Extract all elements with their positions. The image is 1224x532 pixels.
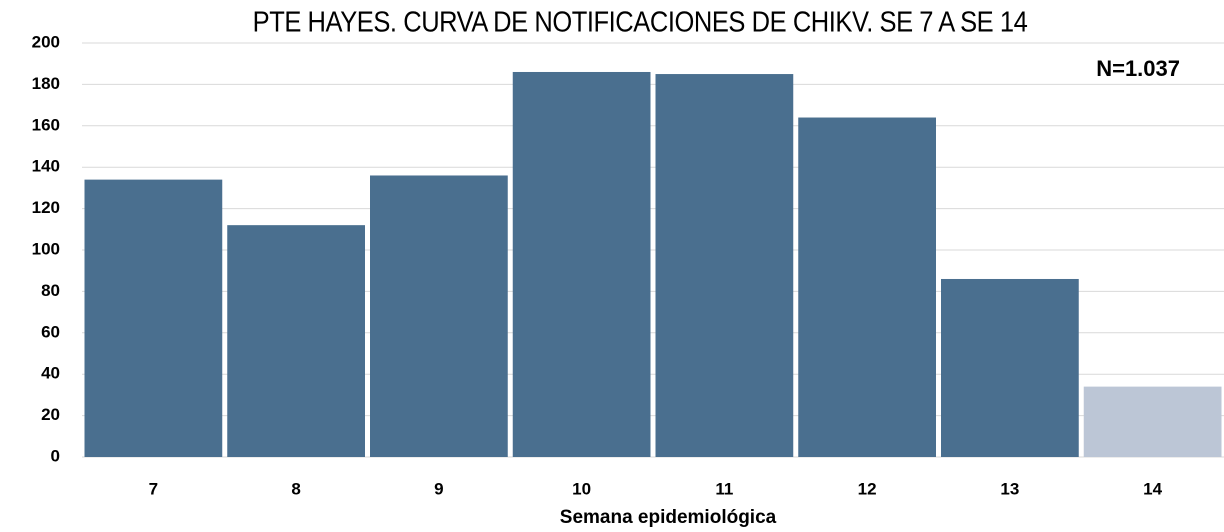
y-tick-label: 80 — [41, 281, 60, 300]
bar — [370, 175, 508, 458]
bar — [655, 74, 794, 458]
bar — [227, 225, 365, 457]
y-tick-label: 160 — [32, 115, 60, 134]
y-tick-label: 140 — [32, 157, 60, 176]
x-tick-label: 11 — [715, 479, 733, 498]
x-tick-label: 8 — [291, 479, 300, 498]
x-tick-label: 12 — [858, 479, 877, 498]
plot: 0 20 40 60 80 100 120 140 160 180 200 7 8 9 10 11 12 13 14 — [32, 32, 1224, 498]
y-tick-label: 180 — [32, 74, 60, 93]
x-axis-label: Semana epidemiológica — [560, 507, 777, 528]
y-tick-label: 0 — [51, 446, 60, 465]
x-tick-label: 14 — [1143, 479, 1162, 498]
bar — [1083, 386, 1222, 457]
annotation: N=1.037 — [1096, 56, 1180, 81]
y-tick-label: 20 — [41, 405, 60, 424]
chart-title: PTE HAYES. CURVA DE NOTIFICACIONES DE CH… — [253, 5, 1028, 38]
x-tick-label: 7 — [149, 479, 158, 498]
y-tick-label: 40 — [41, 364, 60, 383]
x-tick-label: 10 — [572, 479, 591, 498]
bar — [941, 278, 1079, 457]
bar — [512, 71, 651, 457]
y-tick-label: 100 — [32, 239, 60, 258]
x-tick-label: 9 — [434, 479, 443, 498]
bar — [84, 179, 223, 457]
x-tick-label: 13 — [1000, 479, 1019, 498]
y-tick-label: 60 — [41, 322, 60, 341]
y-tick-label: 120 — [32, 198, 60, 217]
bar — [798, 117, 936, 458]
y-tick-label: 200 — [32, 32, 60, 51]
